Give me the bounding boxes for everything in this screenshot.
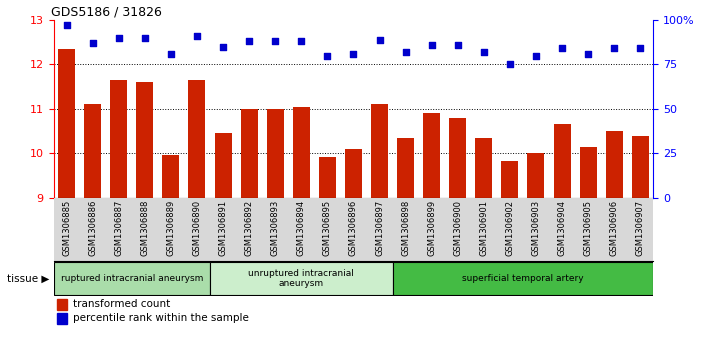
Text: GSM1306904: GSM1306904 xyxy=(558,200,566,256)
Point xyxy=(531,53,542,58)
Point xyxy=(113,35,124,41)
Text: GSM1306907: GSM1306907 xyxy=(635,200,645,256)
Bar xyxy=(371,105,388,198)
Bar xyxy=(345,149,362,198)
Text: transformed count: transformed count xyxy=(73,299,170,310)
Point xyxy=(348,51,359,57)
Text: GSM1306899: GSM1306899 xyxy=(427,200,436,256)
Text: GSM1306887: GSM1306887 xyxy=(114,200,124,256)
Point xyxy=(556,45,568,51)
Bar xyxy=(319,157,336,198)
Bar xyxy=(58,49,75,198)
Point xyxy=(478,49,490,55)
Text: GSM1306895: GSM1306895 xyxy=(323,200,332,256)
FancyBboxPatch shape xyxy=(393,262,653,295)
Text: GSM1306900: GSM1306900 xyxy=(453,200,462,256)
Bar xyxy=(267,109,283,198)
Bar xyxy=(580,147,597,198)
Text: GSM1306905: GSM1306905 xyxy=(583,200,593,256)
Point xyxy=(243,38,255,44)
Text: GSM1306902: GSM1306902 xyxy=(506,200,514,256)
Text: GDS5186 / 31826: GDS5186 / 31826 xyxy=(51,6,161,19)
Text: GSM1306903: GSM1306903 xyxy=(531,200,540,256)
Bar xyxy=(397,138,414,198)
Text: GSM1306891: GSM1306891 xyxy=(218,200,228,256)
Point xyxy=(635,45,646,51)
Point xyxy=(400,49,411,55)
Bar xyxy=(528,153,545,198)
Point xyxy=(504,61,516,68)
Text: GSM1306896: GSM1306896 xyxy=(349,200,358,256)
Bar xyxy=(56,313,67,324)
Point xyxy=(452,42,463,48)
Text: tissue ▶: tissue ▶ xyxy=(7,274,49,284)
Text: GSM1306892: GSM1306892 xyxy=(245,200,253,256)
Text: GSM1306897: GSM1306897 xyxy=(375,200,384,256)
Text: unruptured intracranial
aneurysm: unruptured intracranial aneurysm xyxy=(248,269,354,288)
FancyBboxPatch shape xyxy=(54,262,210,295)
Text: superficial temporal artery: superficial temporal artery xyxy=(462,274,584,283)
Point xyxy=(191,33,203,39)
Text: GSM1306885: GSM1306885 xyxy=(62,200,71,256)
FancyBboxPatch shape xyxy=(210,262,393,295)
Text: GSM1306886: GSM1306886 xyxy=(88,200,97,256)
Text: GSM1306901: GSM1306901 xyxy=(479,200,488,256)
Bar xyxy=(501,162,518,198)
Bar xyxy=(553,125,570,198)
Bar xyxy=(56,299,67,310)
Bar xyxy=(188,80,206,198)
Bar xyxy=(136,82,154,198)
Text: ruptured intracranial aneurysm: ruptured intracranial aneurysm xyxy=(61,274,203,283)
Point xyxy=(139,35,151,41)
Text: GSM1306893: GSM1306893 xyxy=(271,200,280,256)
Bar xyxy=(162,155,179,198)
Text: GSM1306888: GSM1306888 xyxy=(141,200,149,256)
Bar xyxy=(215,133,231,198)
Bar xyxy=(241,109,258,198)
Bar xyxy=(476,138,492,198)
Point xyxy=(269,38,281,44)
Text: GSM1306890: GSM1306890 xyxy=(193,200,201,256)
Text: percentile rank within the sample: percentile rank within the sample xyxy=(73,313,248,323)
Point xyxy=(217,44,228,50)
Bar xyxy=(449,118,466,198)
Point xyxy=(296,38,307,44)
Point xyxy=(608,45,620,51)
Bar xyxy=(632,135,649,198)
Text: GSM1306898: GSM1306898 xyxy=(401,200,410,256)
Bar xyxy=(84,105,101,198)
Point xyxy=(87,40,99,46)
Point xyxy=(321,53,333,58)
Point xyxy=(61,23,72,28)
Bar xyxy=(110,80,127,198)
Text: GSM1306894: GSM1306894 xyxy=(297,200,306,256)
Point xyxy=(583,51,594,57)
Point xyxy=(165,51,176,57)
Point xyxy=(374,37,386,42)
Text: GSM1306906: GSM1306906 xyxy=(610,200,619,256)
Bar xyxy=(423,113,440,198)
Text: GSM1306889: GSM1306889 xyxy=(166,200,176,256)
Bar xyxy=(293,107,310,198)
Bar xyxy=(605,131,623,198)
Point xyxy=(426,42,438,48)
